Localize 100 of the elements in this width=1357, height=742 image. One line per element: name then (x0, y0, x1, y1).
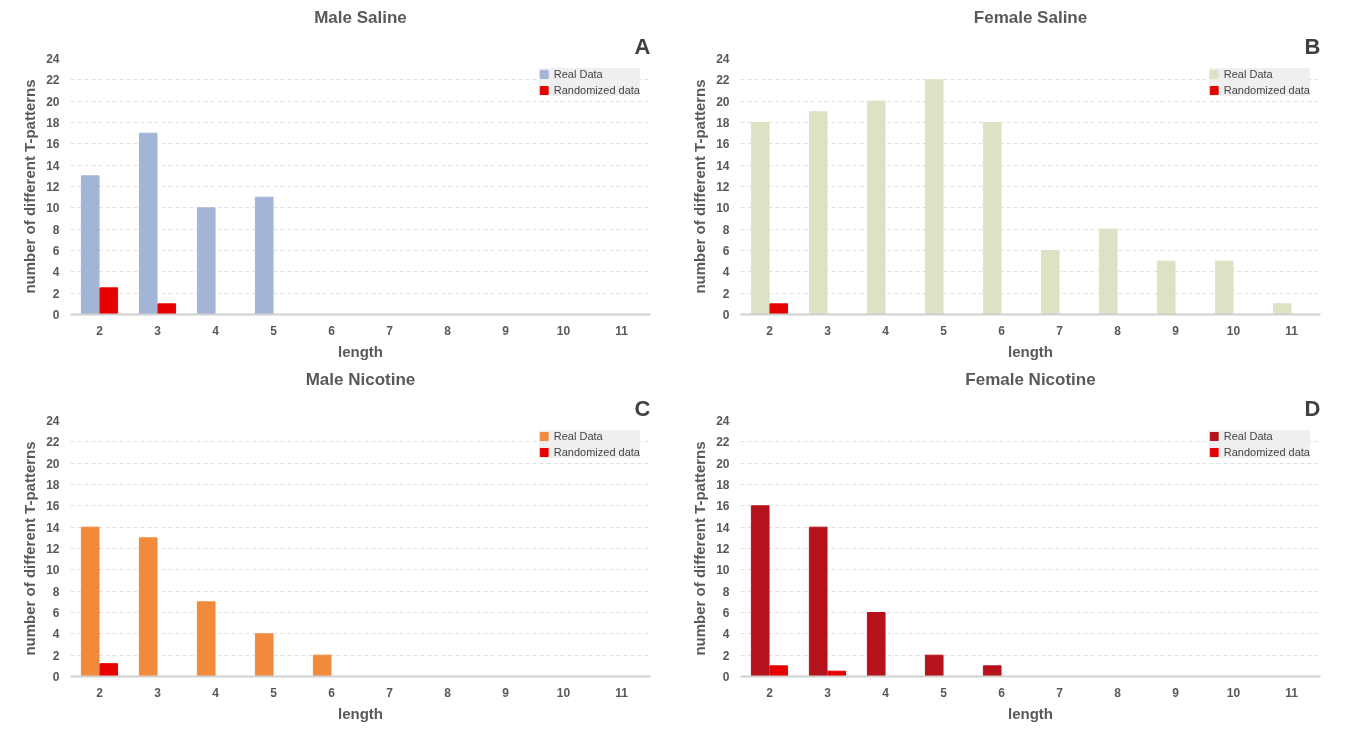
x-tick-label: 10 (556, 685, 571, 700)
legend-label: Randomized data (553, 446, 640, 458)
x-axis-title: length (338, 704, 383, 722)
x-tick-label: 2 (766, 323, 774, 338)
y-tick-label: 20 (716, 94, 730, 109)
y-axis-title: number of different T-patterns (21, 441, 39, 656)
legend-label: Randomized data (1223, 446, 1310, 458)
x-tick-label: 11 (1285, 323, 1299, 338)
y-tick-label: 0 (52, 308, 60, 322)
x-tick-label: 11 (615, 323, 629, 338)
y-tick-label: 4 (722, 627, 730, 642)
y-tick-label: 18 (46, 116, 60, 130)
y-tick-label: 16 (46, 499, 60, 514)
y-tick-label: 20 (46, 456, 60, 471)
y-tick-label: 24 (46, 52, 60, 66)
y-tick-label: 6 (722, 244, 730, 258)
y-tick-label: 14 (46, 520, 60, 535)
y-tick-label: 22 (716, 73, 730, 88)
y-axis-title: number of different T-patterns (691, 441, 709, 656)
chart-title: Male Saline (314, 7, 407, 27)
x-tick-label: 2 (96, 685, 104, 700)
x-tick-label: 11 (615, 685, 629, 700)
y-tick-label: 12 (46, 180, 60, 194)
y-tick-label: 6 (52, 244, 60, 258)
y-tick-label: 14 (716, 520, 730, 535)
y-tick-label: 6 (52, 606, 60, 620)
y-tick-label: 4 (52, 265, 60, 280)
y-tick-label: 18 (46, 478, 60, 492)
x-tick-label: 4 (882, 685, 890, 700)
y-tick-label: 16 (46, 137, 60, 152)
x-tick-label: 7 (1056, 323, 1064, 338)
y-tick-label: 0 (722, 308, 730, 322)
y-tick-label: 0 (52, 670, 60, 684)
x-tick-label: 8 (1114, 323, 1122, 338)
y-tick-label: 2 (52, 286, 60, 301)
y-tick-label: 12 (716, 542, 730, 556)
y-tick-label: 2 (52, 648, 60, 663)
x-axis-title: length (1008, 342, 1053, 360)
y-tick-label: 0 (722, 670, 730, 684)
y-tick-label: 20 (716, 456, 730, 471)
y-tick-label: 8 (52, 584, 60, 599)
y-tick-label: 18 (716, 478, 730, 492)
y-tick-label: 22 (716, 435, 730, 450)
annotation: C (634, 395, 651, 421)
x-tick-label: 2 (96, 323, 104, 338)
y-tick-label: 16 (716, 137, 730, 152)
x-tick-label: 3 (824, 323, 832, 338)
x-tick-label: 10 (1226, 685, 1241, 700)
y-tick-label: 14 (716, 158, 730, 173)
x-tick-label: 5 (940, 685, 948, 700)
y-tick-label: 4 (722, 265, 730, 280)
x-tick-label: 5 (270, 685, 278, 700)
annotation: D (1304, 395, 1321, 421)
x-tick-label: 11 (1285, 685, 1299, 700)
y-tick-label: 8 (722, 584, 730, 599)
x-tick-label: 6 (328, 685, 336, 700)
y-tick-label: 24 (46, 414, 60, 428)
y-tick-label: 20 (46, 94, 60, 109)
legend-label: Real Data (1223, 430, 1273, 442)
x-tick-label: 9 (502, 323, 510, 338)
chart-title: Female Saline (973, 7, 1088, 27)
x-tick-label: 7 (386, 323, 394, 338)
x-tick-label: 4 (212, 323, 220, 338)
annotation: B (1304, 33, 1321, 59)
x-tick-label: 7 (386, 685, 394, 700)
y-tick-label: 12 (46, 542, 60, 556)
y-tick-label: 8 (722, 222, 730, 237)
y-tick-label: 22 (46, 435, 60, 450)
x-tick-label: 9 (502, 685, 510, 700)
x-tick-label: 8 (444, 685, 452, 700)
x-tick-label: 8 (1114, 685, 1122, 700)
y-tick-label: 10 (46, 563, 60, 578)
x-tick-label: 6 (998, 685, 1006, 700)
y-tick-label: 10 (716, 201, 730, 216)
chart-title: Female Nicotine (965, 369, 1096, 389)
legend-label: Randomized data (1223, 84, 1310, 96)
x-tick-label: 4 (212, 685, 220, 700)
y-tick-label: 24 (716, 52, 730, 66)
y-tick-label: 22 (46, 73, 60, 88)
x-tick-label: 6 (328, 323, 336, 338)
y-tick-label: 10 (716, 563, 730, 578)
x-tick-label: 3 (824, 685, 832, 700)
annotation: A (634, 33, 651, 59)
x-tick-label: 9 (1172, 323, 1180, 338)
x-tick-label: 5 (940, 323, 948, 338)
x-tick-label: 8 (444, 323, 452, 338)
chart-title: Male Nicotine (305, 369, 416, 389)
x-tick-label: 3 (154, 323, 162, 338)
y-tick-label: 10 (46, 201, 60, 216)
y-axis-title: number of different T-patterns (21, 79, 39, 294)
y-tick-label: 2 (722, 648, 730, 663)
y-tick-label: 12 (716, 180, 730, 194)
x-axis-title: length (1008, 704, 1053, 722)
y-tick-label: 8 (52, 222, 60, 237)
x-tick-label: 10 (556, 323, 571, 338)
y-tick-label: 2 (722, 286, 730, 301)
y-tick-label: 18 (716, 116, 730, 130)
x-tick-label: 7 (1056, 685, 1064, 700)
legend-label: Real Data (553, 68, 603, 80)
legend-label: Real Data (553, 430, 603, 442)
